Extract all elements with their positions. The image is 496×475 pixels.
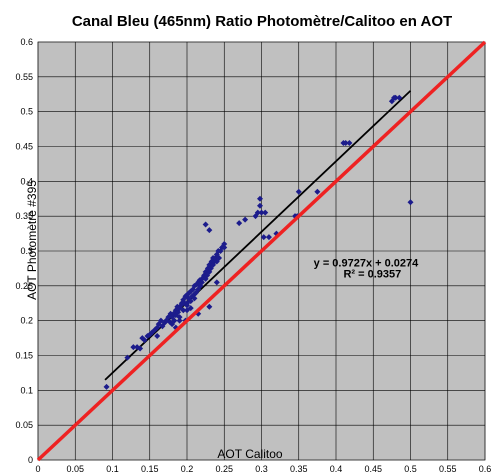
data-point — [265, 234, 272, 241]
data-point — [216, 254, 223, 261]
data-point — [257, 202, 264, 209]
data-point — [124, 354, 131, 361]
points-layer — [103, 94, 414, 390]
data-point — [314, 188, 321, 195]
y-tick-label: 0.1 — [20, 385, 33, 395]
x-tick-label: 0.25 — [215, 464, 233, 474]
data-point — [176, 317, 183, 324]
data-point — [262, 209, 269, 216]
data-point — [257, 195, 264, 202]
data-point — [213, 279, 220, 286]
y-tick-label: 0.35 — [15, 211, 33, 221]
y-tick-label: 0.5 — [20, 107, 33, 117]
data-point — [187, 305, 194, 312]
data-point — [176, 314, 183, 321]
data-point — [221, 241, 228, 248]
x-tick-label: 0.3 — [255, 464, 268, 474]
y-tick-label: 0.2 — [20, 316, 33, 326]
data-point — [171, 317, 178, 324]
gridlines — [37, 41, 486, 461]
data-point — [396, 94, 403, 101]
one-to-one-line — [36, 40, 487, 462]
data-point — [236, 220, 243, 227]
x-tick-label: 0.1 — [106, 464, 119, 474]
data-point — [202, 221, 209, 228]
data-point — [295, 188, 302, 195]
data-point — [206, 303, 213, 310]
r-squared-label: R² = 0.9357 — [343, 268, 401, 280]
data-point — [346, 140, 353, 147]
x-tick-label: 0.2 — [181, 464, 194, 474]
data-point — [103, 383, 110, 390]
y-tick-label: 0.25 — [15, 281, 33, 291]
y-tick-label: 0.4 — [20, 176, 33, 186]
x-axis-label: AOT Calitoo — [217, 447, 282, 461]
data-point — [130, 344, 137, 351]
y-axis-label: AOT Photomètre #395 — [25, 180, 39, 300]
data-point — [242, 216, 249, 223]
y-tick-label: 0.45 — [15, 142, 33, 152]
data-point — [392, 94, 399, 101]
data-point — [180, 307, 187, 314]
y-tick-label: 0.55 — [15, 72, 33, 82]
data-point — [258, 209, 265, 216]
x-tick-label: 0.6 — [479, 464, 492, 474]
data-point — [342, 140, 349, 147]
data-point — [198, 279, 205, 286]
data-point — [221, 244, 228, 251]
data-point — [141, 337, 148, 344]
y-tick-labels: 0 0.05 0.1 0.15 0.2 0.25 0.3 0.35 0.4 0.45 0.5 0.55… — [15, 37, 33, 465]
y-tick-label: 0 — [28, 455, 33, 465]
x-tick-labels: 0 0.05 0.1 0.15 0.2 0.25 0.3 0.35 0.4 0.45 0.5 0.55… — [35, 464, 491, 474]
data-point — [206, 227, 213, 234]
data-point — [191, 295, 198, 302]
x-tick-label: 0.45 — [364, 464, 382, 474]
data-point — [187, 298, 194, 305]
data-point — [260, 234, 267, 241]
data-point — [407, 199, 414, 206]
data-point — [184, 302, 190, 309]
data-point — [252, 213, 259, 220]
x-tick-label: 0.15 — [141, 464, 159, 474]
x-tick-label: 0 — [35, 464, 40, 474]
x-tick-label: 0.35 — [290, 464, 308, 474]
y-tick-label: 0.05 — [15, 420, 33, 430]
x-tick-label: 0.55 — [439, 464, 457, 474]
chart-title: Canal Bleu (465nm) Ratio Photomètre/Cali… — [72, 13, 452, 30]
y-tick-label: 0.6 — [20, 37, 33, 47]
x-tick-label: 0.5 — [404, 464, 417, 474]
data-point — [137, 345, 144, 352]
data-point — [154, 332, 161, 339]
x-tick-label: 0.4 — [330, 464, 343, 474]
y-tick-label: 0.3 — [20, 246, 33, 256]
x-tick-label: 0.05 — [66, 464, 84, 474]
y-tick-label: 0.15 — [15, 351, 33, 361]
trendline-equation: y = 0.9727x + 0.0274 — [314, 257, 419, 269]
